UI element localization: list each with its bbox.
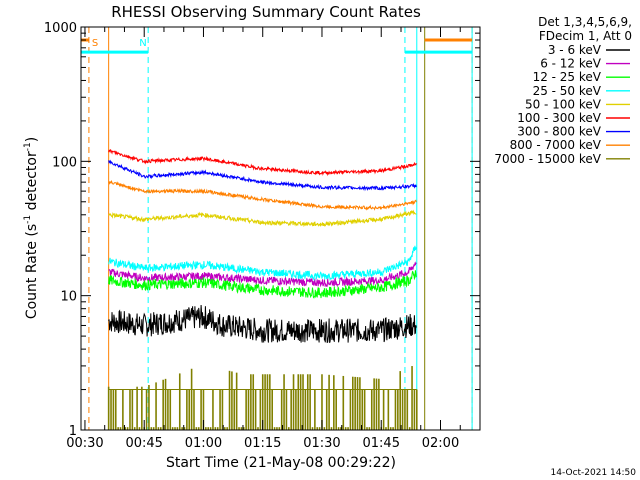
y-axis-label-close: ) bbox=[24, 137, 40, 142]
series-50-100-line bbox=[108, 209, 417, 228]
series-6-12-line bbox=[108, 261, 417, 288]
x-axis-label: Start Time (21-May-08 00:29:22) bbox=[166, 455, 396, 471]
series-3-6-line bbox=[108, 304, 417, 344]
chart-title: RHESSI Observing Summary Count Rates bbox=[111, 3, 421, 21]
y-axis-label-sup2: -1 bbox=[23, 142, 33, 151]
legend-label: 7000 - 15000 keV bbox=[494, 152, 601, 166]
y-axis-label: Count Rate (s-1 detector-1) bbox=[23, 137, 40, 319]
x-tick-label: 00:45 bbox=[125, 436, 162, 451]
series-25-50-line bbox=[108, 245, 417, 282]
annotation-n: N bbox=[139, 38, 146, 49]
series-100-300-line bbox=[108, 149, 417, 177]
series-800-7000-line bbox=[108, 179, 417, 211]
y-tick-label: 1 bbox=[69, 424, 77, 439]
y-tick-label: 1000 bbox=[44, 21, 77, 36]
y-tick-label: 100 bbox=[52, 155, 77, 170]
y-tick-label: 10 bbox=[60, 290, 77, 305]
x-tick-label: 01:45 bbox=[363, 436, 400, 451]
vertical-markers bbox=[80, 27, 473, 430]
series-group bbox=[107, 149, 418, 430]
y-axis-ticks: 1 10 100 1000 bbox=[44, 21, 480, 439]
annotation-s: S bbox=[92, 38, 98, 49]
series-300-800-line bbox=[108, 159, 417, 192]
plot-frame bbox=[80, 26, 481, 431]
legend-header-1: Det 1,3,4,5,6,9, bbox=[538, 15, 632, 29]
legend-label: 100 - 300 keV bbox=[517, 111, 601, 125]
y-axis-label-sup: -1 bbox=[23, 215, 33, 224]
legend-label: 12 - 25 keV bbox=[533, 70, 602, 84]
legend-label: 6 - 12 keV bbox=[540, 57, 602, 71]
y-axis-label-main: Count Rate (s bbox=[24, 224, 40, 319]
legend-header-2: FDecim 1, Att 0 bbox=[539, 29, 632, 43]
x-tick-label: 01:15 bbox=[244, 436, 281, 451]
x-tick-label: 01:30 bbox=[303, 436, 340, 451]
x-tick-label: 02:00 bbox=[422, 436, 459, 451]
legend-label: 800 - 7000 keV bbox=[510, 138, 602, 152]
legend: Det 1,3,4,5,6,9, FDecim 1, Att 0 3 - 6 k… bbox=[494, 15, 632, 166]
legend-label: 300 - 800 keV bbox=[517, 125, 601, 139]
x-tick-label: 00:30 bbox=[66, 436, 103, 451]
timestamp: 14-Oct-2021 14:50 bbox=[551, 468, 637, 478]
y-axis-label-mid: detector bbox=[24, 151, 40, 215]
series-12-25-line bbox=[108, 270, 417, 299]
x-axis-ticks: 00:30 00:45 01:00 01:15 01:30 01:45 02:00 bbox=[66, 27, 461, 451]
x-tick-label: 01:00 bbox=[185, 436, 222, 451]
legend-label: 3 - 6 keV bbox=[548, 43, 602, 57]
legend-label: 25 - 50 keV bbox=[533, 84, 602, 98]
state-bars bbox=[81, 38, 473, 54]
legend-label: 50 - 100 keV bbox=[525, 97, 602, 111]
